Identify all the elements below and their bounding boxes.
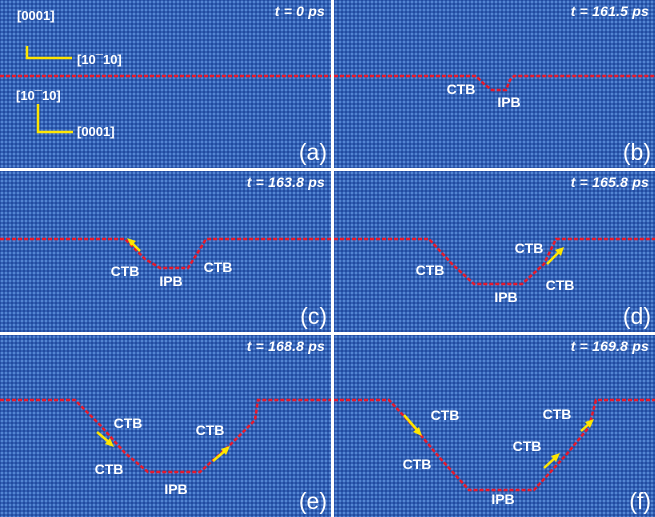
ctb-label-right: CTB bbox=[203, 259, 233, 275]
boundary-line bbox=[0, 237, 331, 270]
panel-f-drawing bbox=[334, 398, 655, 492]
arrow bbox=[546, 250, 561, 265]
panel-d: CTB CTB CTB IPB t = 165.8 ps (d) bbox=[334, 171, 655, 332]
panel-f: CTB CTB CTB CTB IPB t = 169.8 ps (f) bbox=[334, 335, 655, 517]
panel-label: (d) bbox=[622, 303, 651, 329]
boundary-line bbox=[334, 398, 655, 492]
panel-c-drawing bbox=[0, 237, 331, 270]
panel-label: (f) bbox=[629, 488, 651, 514]
panel-a-drawing bbox=[0, 46, 331, 134]
panel-label: (c) bbox=[300, 303, 327, 329]
panel-label: (a) bbox=[298, 139, 327, 165]
boundary-line bbox=[0, 398, 331, 474]
time-stamp: t = 169.8 ps bbox=[570, 338, 649, 354]
ctb-label-left: CTB bbox=[110, 263, 140, 279]
time-stamp: t = 165.8 ps bbox=[570, 174, 649, 190]
arrow-right-lower-head bbox=[551, 453, 560, 462]
ctb-label-left: CTB bbox=[415, 262, 445, 278]
panel-b: CTB IPB t = 161.5 ps (b) bbox=[334, 0, 655, 168]
panel-b-drawing bbox=[334, 74, 655, 92]
ipb-label: IPB bbox=[497, 94, 521, 110]
ipb-label: IPB bbox=[164, 481, 188, 497]
arrow-head bbox=[555, 247, 564, 256]
ctb-label-upper-right: CTB bbox=[542, 406, 572, 422]
panel-label: (b) bbox=[622, 139, 651, 165]
arrow-left-head bbox=[105, 438, 114, 447]
arrow-right-head bbox=[221, 446, 230, 455]
time-stamp: t = 168.8 ps bbox=[246, 338, 325, 354]
ctb-label-upper-right: CTB bbox=[514, 240, 544, 256]
ctb-label-lower-right: CTB bbox=[545, 277, 575, 293]
ipb-label: IPB bbox=[491, 491, 515, 507]
arrow-head bbox=[127, 238, 136, 246]
arrow-left-head bbox=[413, 427, 422, 436]
time-stamp: t = 163.8 ps bbox=[246, 174, 325, 190]
panel-c: CTB CTB IPB t = 163.8 ps (c) bbox=[0, 171, 331, 332]
boundary-line bbox=[334, 237, 655, 286]
ctb-label-upper-left: CTB bbox=[430, 407, 460, 423]
panel-d-drawing bbox=[334, 237, 655, 286]
ctb-label-lower-right: CTB bbox=[512, 438, 542, 454]
boundary-line bbox=[334, 74, 655, 92]
panel-label: (e) bbox=[298, 488, 327, 514]
panel-e: CTB CTB CTB IPB t = 168.8 ps (e) bbox=[0, 335, 331, 517]
top-vertical-direction: [0001] bbox=[17, 8, 55, 23]
arrow-left bbox=[403, 414, 419, 432]
ipb-label: IPB bbox=[494, 289, 518, 305]
bottom-vertical-direction: [10¯10] bbox=[16, 88, 61, 103]
ctb-label-right: CTB bbox=[195, 422, 225, 438]
ctb-label-upper-left: CTB bbox=[113, 415, 143, 431]
time-stamp: t = 0 ps bbox=[274, 3, 325, 19]
bottom-horizontal-direction: [0001] bbox=[77, 124, 115, 139]
panel-e-drawing bbox=[0, 398, 331, 474]
top-axis-marker bbox=[25, 46, 72, 60]
arrow-right-upper-head bbox=[585, 419, 594, 428]
time-stamp: t = 161.5 ps bbox=[570, 3, 649, 19]
top-horizontal-direction: [10¯10] bbox=[77, 52, 122, 67]
ctb-label-lower-left: CTB bbox=[94, 461, 124, 477]
ctb-label: CTB bbox=[446, 81, 476, 97]
bottom-axis-marker bbox=[36, 104, 73, 134]
ctb-label-lower-left: CTB bbox=[402, 456, 432, 472]
ipb-label: IPB bbox=[159, 273, 183, 289]
panel-a: [0001] [10¯10] [10¯10] [0001] t = 0 ps (… bbox=[0, 0, 331, 168]
